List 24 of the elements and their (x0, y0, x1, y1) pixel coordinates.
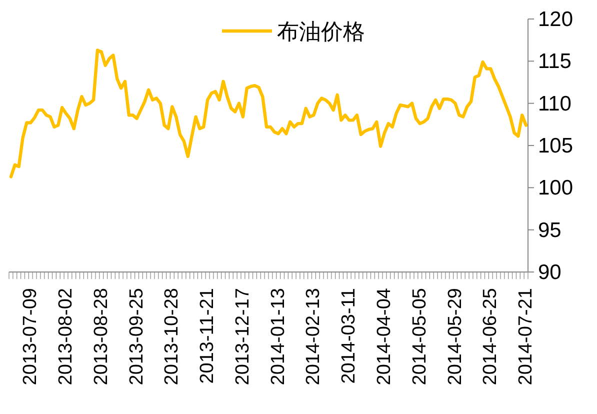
y-tick-label: 110 (538, 92, 572, 116)
x-tick-label: 2014-03-11 (338, 288, 360, 384)
line-series (9, 48, 528, 178)
y-tick-label: 90 (538, 261, 562, 284)
x-tick-label: 2013-12-17 (232, 288, 254, 386)
x-tick-label: 2013-08-28 (90, 288, 112, 386)
x-tick-label: 2013-10-28 (162, 288, 183, 386)
x-tick-label: 2014-05-05 (409, 288, 430, 386)
x-tick-label: 2014-06-25 (480, 288, 502, 386)
x-tick-label: 2013-08-02 (56, 288, 77, 386)
x-tick-label: 2013-09-25 (126, 288, 148, 386)
y-tick-label: 105 (538, 134, 574, 158)
legend-label: 布油价格 (277, 19, 365, 44)
x-tick-label: 2014-04-04 (374, 288, 395, 386)
x-tick-label: 2014-01-13 (268, 288, 289, 386)
x-tick-label: 2014-02-13 (303, 288, 324, 386)
y-tick-label: 100 (538, 176, 574, 200)
x-tick-label: 2014-07-21 (516, 288, 537, 386)
x-tick-label: 2013-07-09 (20, 288, 42, 386)
y-tick-label: 115 (538, 50, 572, 74)
x-tick-label: 2013-11-21 (197, 288, 218, 384)
x-tick-label: 2014-05-29 (444, 288, 466, 386)
y-tick-label: 95 (538, 218, 562, 242)
y-tick-label: 120 (538, 8, 574, 31)
